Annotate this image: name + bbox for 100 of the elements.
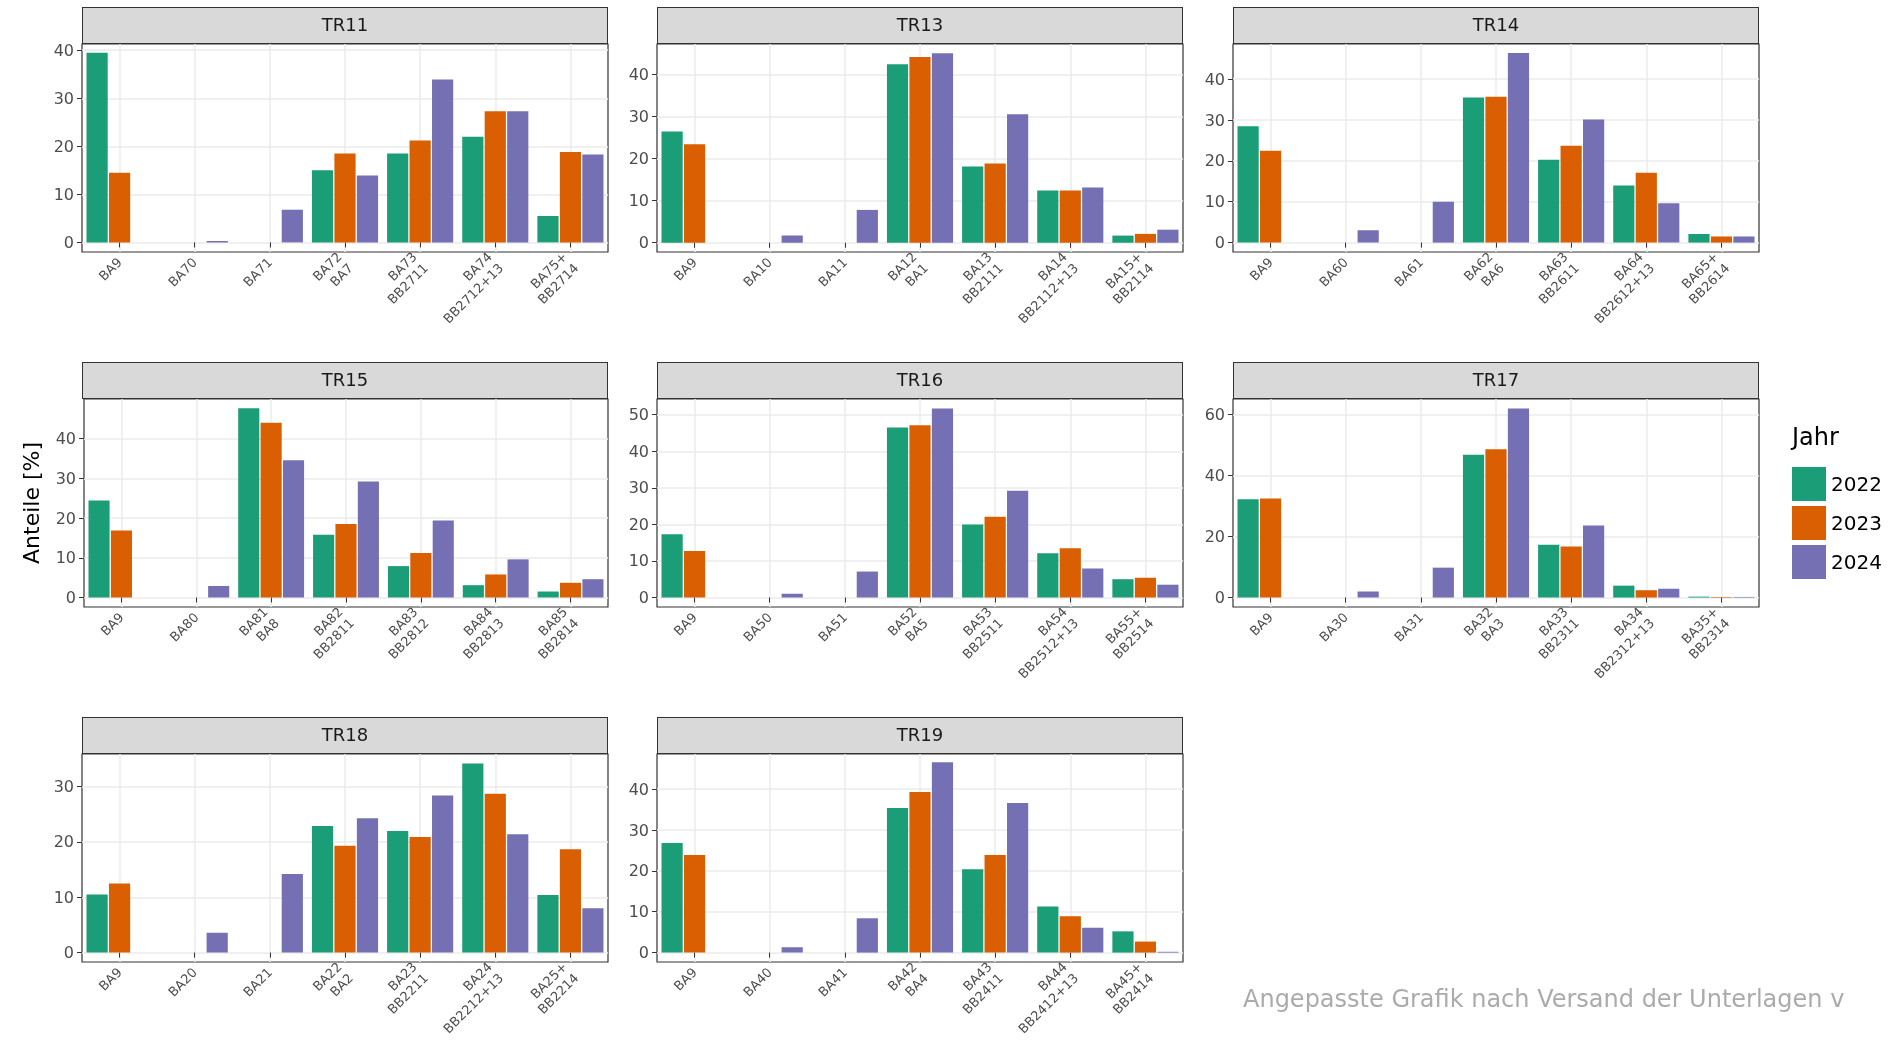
bar <box>334 845 356 953</box>
y-tick-label: 20 <box>53 832 74 852</box>
bar <box>1237 126 1259 243</box>
y-tick-label: 0 <box>63 232 74 252</box>
bar <box>1059 190 1081 243</box>
bar <box>1538 544 1560 598</box>
bar <box>661 534 683 598</box>
y-tick-label: 60 <box>1204 405 1225 425</box>
bar <box>110 530 132 598</box>
bar <box>281 874 303 953</box>
bar <box>1007 803 1029 953</box>
bar <box>856 571 878 598</box>
bar <box>1237 499 1259 598</box>
bar <box>238 408 260 598</box>
bar <box>1112 235 1134 243</box>
bar <box>356 175 379 243</box>
chart-title: TR17 <box>1233 362 1759 399</box>
bar <box>1259 150 1282 243</box>
y-tick-label: 20 <box>1204 527 1225 547</box>
bar <box>1583 119 1605 243</box>
bar <box>108 883 131 953</box>
bar <box>1507 52 1530 243</box>
bar <box>1462 97 1485 243</box>
bar <box>1538 159 1560 243</box>
bar <box>1485 449 1507 598</box>
bar <box>962 869 984 953</box>
bar <box>313 534 335 598</box>
bar <box>1658 588 1680 598</box>
bar <box>1112 931 1134 953</box>
y-tick-label: 30 <box>1204 110 1225 130</box>
y-axis-title: Anteile [%] <box>18 442 44 564</box>
bar <box>582 154 604 243</box>
y-tick-label: 0 <box>63 943 74 963</box>
chart-title: TR15 <box>82 362 608 399</box>
bar <box>1059 548 1081 598</box>
bar <box>781 947 803 953</box>
bar <box>507 111 529 243</box>
bar <box>962 166 984 243</box>
bar <box>507 834 529 953</box>
chart-title: TR13 <box>657 7 1183 44</box>
bar <box>931 762 954 953</box>
bar <box>683 551 706 598</box>
y-tick-label: 30 <box>53 88 74 108</box>
bar <box>1259 498 1282 598</box>
bar <box>683 854 706 953</box>
chart-title: TR18 <box>82 717 608 754</box>
bar <box>311 825 334 953</box>
bar <box>1082 927 1104 953</box>
y-tick-label: 40 <box>628 64 649 84</box>
bar <box>1635 590 1657 598</box>
bar <box>909 57 931 243</box>
bar <box>1134 233 1157 243</box>
y-tick-label: 30 <box>55 468 76 488</box>
bar <box>410 553 432 598</box>
bar <box>886 64 909 243</box>
bar <box>537 215 559 243</box>
legend-label: 2024 <box>1831 550 1882 574</box>
bar <box>559 849 582 953</box>
bar <box>1037 190 1059 243</box>
bar <box>409 140 431 243</box>
bar <box>387 153 409 243</box>
bar <box>856 209 878 243</box>
y-tick-label: 20 <box>628 149 649 169</box>
bar <box>886 807 909 953</box>
bar <box>462 585 484 598</box>
bar <box>1007 490 1029 598</box>
bar <box>1560 546 1582 598</box>
bar <box>208 585 230 598</box>
bar <box>1157 229 1179 243</box>
bar <box>1710 236 1733 243</box>
bar <box>1462 454 1485 598</box>
bar <box>1560 145 1582 243</box>
bar <box>1583 525 1605 598</box>
bar <box>1007 114 1029 243</box>
bar <box>409 836 431 953</box>
y-tick-label: 20 <box>628 514 649 534</box>
y-tick-label: 10 <box>53 887 74 907</box>
bar <box>432 79 454 243</box>
y-tick-label: 20 <box>53 136 74 156</box>
bar <box>1613 585 1635 598</box>
bar <box>1357 591 1379 598</box>
bar <box>1134 941 1157 953</box>
bar <box>432 795 454 953</box>
bar <box>1037 553 1059 598</box>
bar <box>335 524 357 598</box>
chart-title: TR11 <box>82 7 608 44</box>
bar <box>387 566 410 598</box>
bar <box>462 136 484 243</box>
bar <box>462 763 484 953</box>
bar <box>984 516 1006 598</box>
bar <box>886 427 909 598</box>
y-tick-label: 40 <box>55 429 76 449</box>
y-tick-label: 0 <box>638 588 649 607</box>
legend-label: 2022 <box>1831 472 1882 496</box>
legend-title: Jahr <box>1790 423 1839 451</box>
y-tick-label: 40 <box>628 779 649 799</box>
bar <box>484 111 506 243</box>
bar <box>1357 230 1379 243</box>
bar <box>661 131 683 243</box>
bar <box>260 422 282 598</box>
